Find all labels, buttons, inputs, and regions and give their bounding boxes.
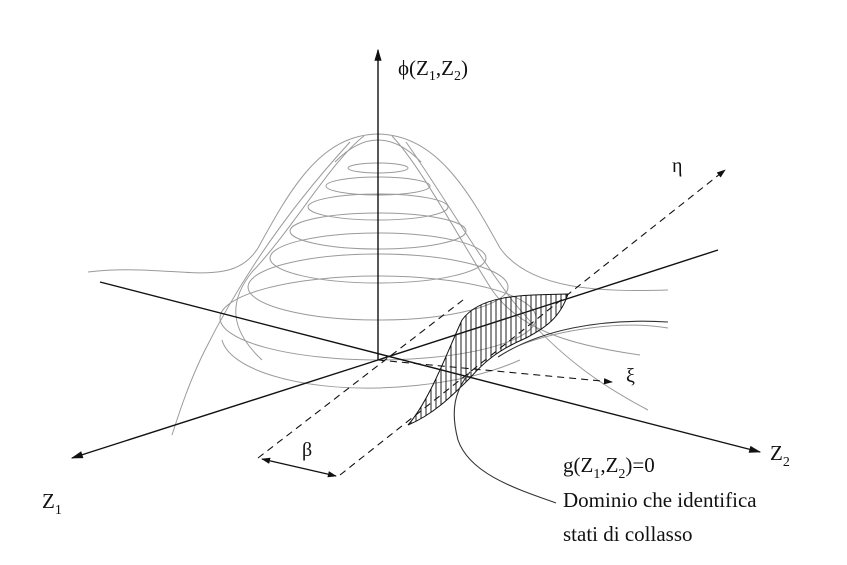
surface-tail-right [519, 324, 669, 346]
surface-tail-left [221, 339, 521, 389]
limit-state-label: g(Z1,Z2)=0 [563, 453, 655, 482]
beta-dimension [261, 457, 337, 478]
domain-label-line2: stati di collasso [563, 522, 693, 546]
z1-axis [70, 359, 379, 459]
failure-region [407, 293, 569, 426]
surface-meridian-3 [171, 141, 351, 436]
eta-label: η [672, 155, 682, 177]
xi-axis [377, 359, 613, 385]
limit-state-curve-lower [453, 371, 557, 504]
phi-label: ϕ(Z1,Z2) [398, 56, 468, 84]
xi-label: ξ [626, 365, 635, 387]
beta-left-dash [257, 299, 464, 459]
surface-meridian-1 [235, 135, 365, 361]
domain-label-line1: Dominio che identifica [563, 488, 757, 512]
surface-meridian-2 [391, 135, 641, 356]
beta-label: β [302, 439, 312, 461]
z2-axis [99, 281, 762, 453]
z1-label: Z1 [42, 489, 62, 518]
z2-label: Z2 [770, 441, 790, 470]
limit-state-curve [497, 320, 669, 358]
